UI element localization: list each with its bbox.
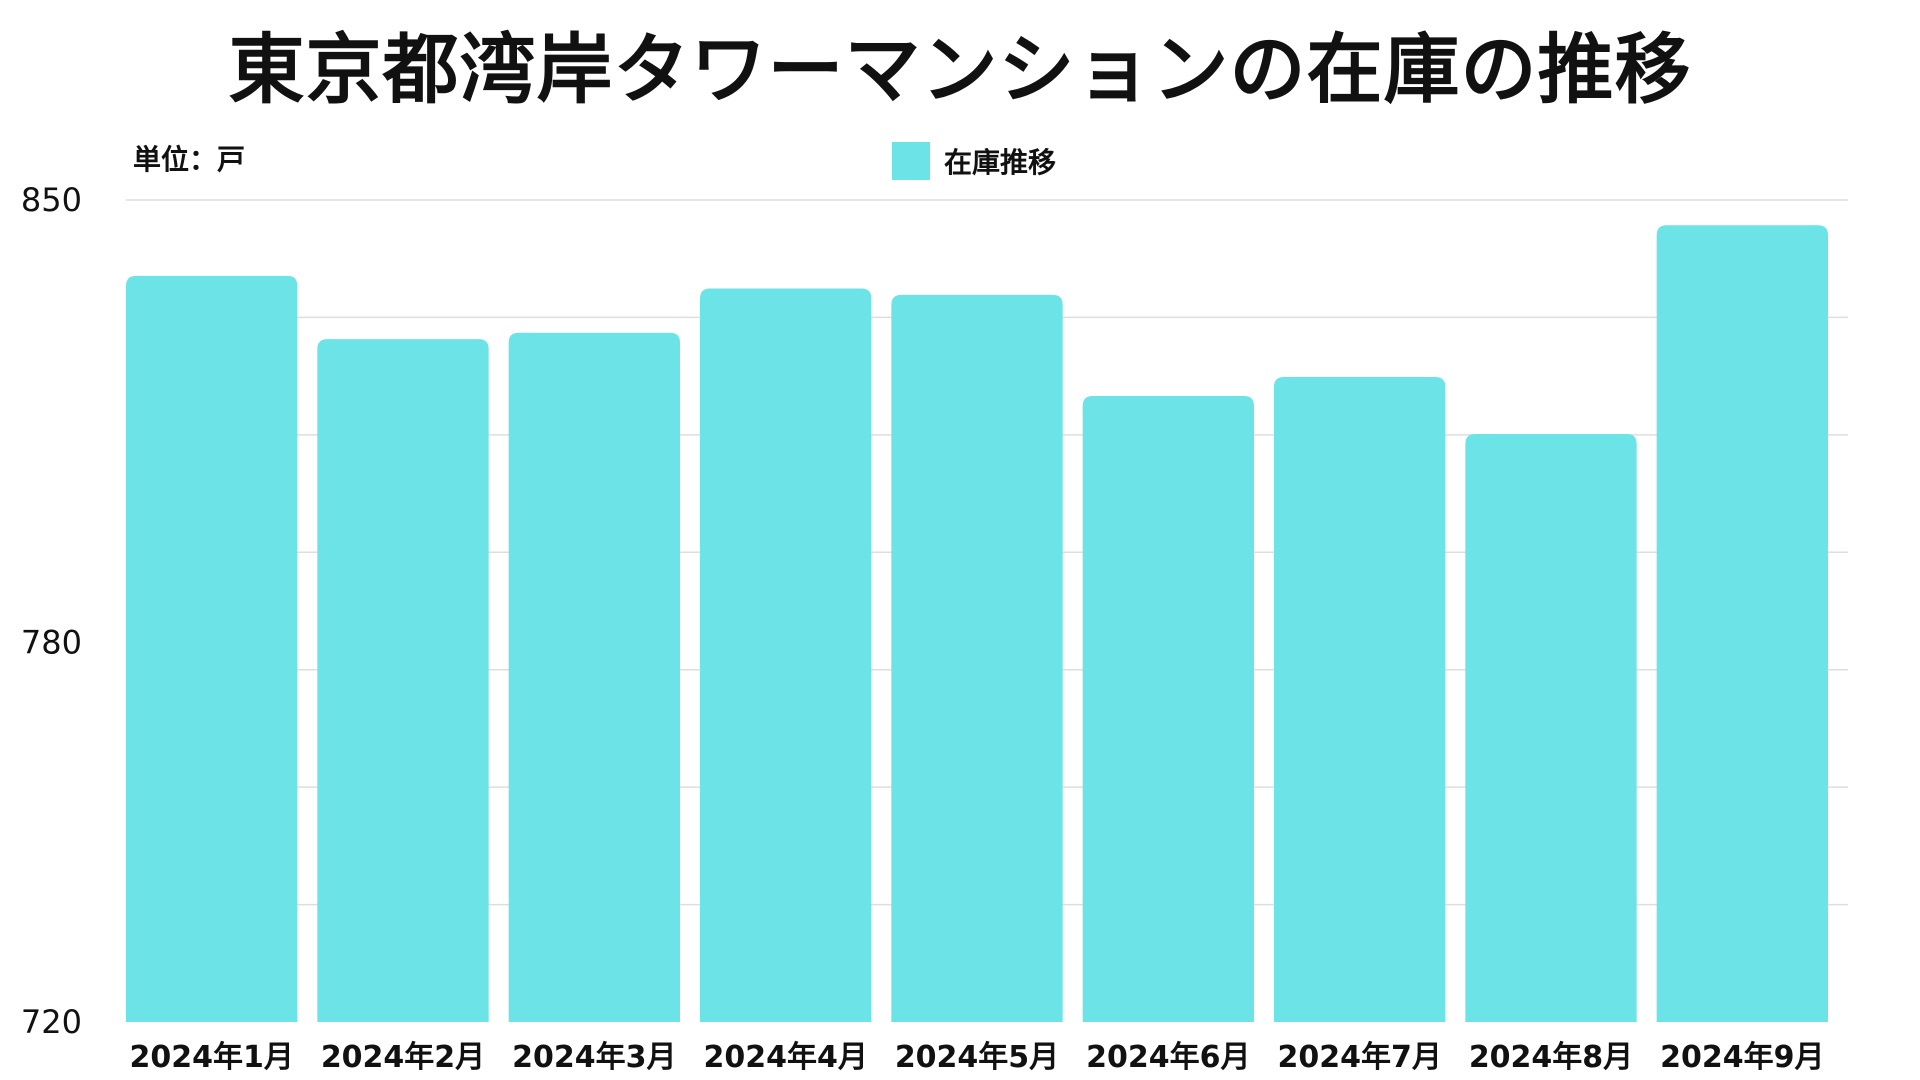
bar [1465,433,1637,1022]
bar [1082,396,1254,1022]
legend-swatch [892,142,930,180]
x-tick-label: 2024年6月 [1086,1040,1250,1075]
bar [126,275,298,1022]
x-tick-label: 2024年7月 [1277,1040,1441,1075]
y-tick-label: 850 [21,181,82,219]
x-tick-label: 2024年9月 [1660,1040,1824,1075]
bar [1274,377,1446,1022]
y-tick-label: 720 [21,1003,82,1041]
x-tick-label: 2024年4月 [703,1040,867,1075]
x-tick-label: 2024年8月 [1469,1040,1633,1075]
y-tick-label: 780 [21,624,82,662]
bar [508,332,680,1022]
chart-title: 東京都湾岸タワーマンションの在庫の推移 [228,25,1692,114]
legend: 在庫推移 [892,140,1056,182]
bar [1656,225,1828,1023]
bar [317,339,489,1023]
x-tick-label: 2024年3月 [512,1040,676,1075]
bar [891,294,1063,1022]
unit-label: 単位：戸 [133,143,246,176]
bar [700,288,872,1022]
x-tick-label: 2024年2月 [321,1040,485,1075]
x-tick-label: 2024年1月 [129,1040,293,1075]
legend-label: 在庫推移 [944,146,1057,179]
x-tick-label: 2024年5月 [895,1040,1059,1075]
